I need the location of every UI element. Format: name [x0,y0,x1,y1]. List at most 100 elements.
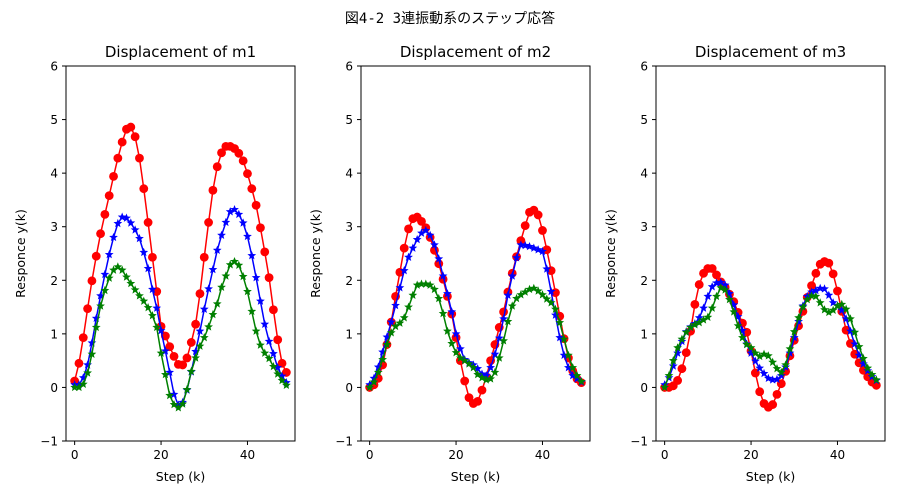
data-point [473,364,483,373]
data-point [820,305,829,314]
data-point [100,285,110,295]
data-point [486,363,495,372]
data-point [277,375,287,385]
data-point [451,329,461,338]
data-point [135,233,144,243]
y-tick-label: 1 [50,327,58,341]
plot-frame [655,65,886,442]
data-point [811,268,821,278]
y-axis-label: Responce y(k) [308,209,323,298]
data-point [725,294,734,304]
data-point [859,359,868,368]
data-point [104,273,114,282]
data-point [186,366,196,376]
data-point [382,339,392,349]
data-point [165,367,175,377]
data-point [768,375,778,384]
data-point [191,346,200,356]
data-point [143,218,153,227]
x-tick-label: 20 [743,448,758,462]
data-point [460,376,470,386]
data-point [126,278,136,288]
data-point [83,368,92,377]
data-point [712,270,721,280]
data-point [850,349,860,359]
data-point [251,326,261,335]
subplot-m2: 0 20 40 −1 0 1 2 3 4 5 6 Displacement of m2 Step (k)… [308,43,591,484]
data-point [525,241,534,251]
data-point [135,291,144,300]
data-point [91,313,101,323]
data-point [417,279,426,288]
data-point [161,346,170,355]
data-point [824,307,834,317]
data-point [256,296,265,305]
data-point [751,348,760,357]
data-point [204,284,213,293]
data-point [221,271,231,280]
data-point [568,363,578,372]
data-point [477,385,487,395]
data-point [837,305,847,315]
data-point [234,148,244,158]
data-point [199,304,209,313]
data-point [828,305,838,315]
data-point [122,213,131,222]
data-point [486,374,495,383]
data-point [673,343,682,352]
data-point [399,313,409,322]
data-point [733,321,743,330]
data-point [195,289,205,299]
plot-frame [65,65,296,442]
data-point [841,325,851,335]
data-point [694,280,704,289]
data-point [178,399,188,408]
data-point [96,301,105,310]
y-tick-label: 4 [640,167,648,181]
data-point [109,171,118,181]
data-point [551,310,560,319]
data-point [204,322,213,331]
data-point [468,363,478,372]
data-point [438,308,448,318]
data-point [139,184,149,194]
data-point [391,300,400,310]
data-point [776,371,786,380]
data-point [148,284,157,294]
data-point [464,359,474,368]
data-point [217,148,226,158]
data-point [703,312,713,321]
data-point [863,366,873,375]
data-point [126,122,136,132]
data-point [520,287,530,296]
subplot-m1: 0 20 40 −1 0 1 2 3 4 5 6 Displacement of m1 Step (k)… [13,43,296,484]
data-point [399,243,409,253]
data-point [78,333,88,343]
y-tick-label: 2 [345,274,353,288]
data-point [729,307,739,316]
subplot-title: Displacement of m2 [400,43,551,61]
data-point [87,338,97,347]
data-point [538,226,547,235]
plot-frame [360,65,591,442]
x-tick-label: 40 [240,448,255,462]
data-point [742,339,752,349]
x-tick-label: 20 [153,448,168,462]
data-point [234,260,244,270]
data-point [100,209,110,219]
data-point [247,306,257,316]
data-point [499,336,508,345]
data-point [738,333,747,342]
data-point [673,376,682,385]
data-point [408,243,418,252]
data-point [694,318,704,327]
data-point [533,210,543,220]
y-tick-label: 0 [345,381,353,395]
data-point [212,162,222,172]
data-point [91,251,101,261]
data-point [109,232,118,242]
data-point [87,349,97,358]
data-point [520,240,530,250]
data-point [456,353,465,362]
data-point [117,265,127,274]
